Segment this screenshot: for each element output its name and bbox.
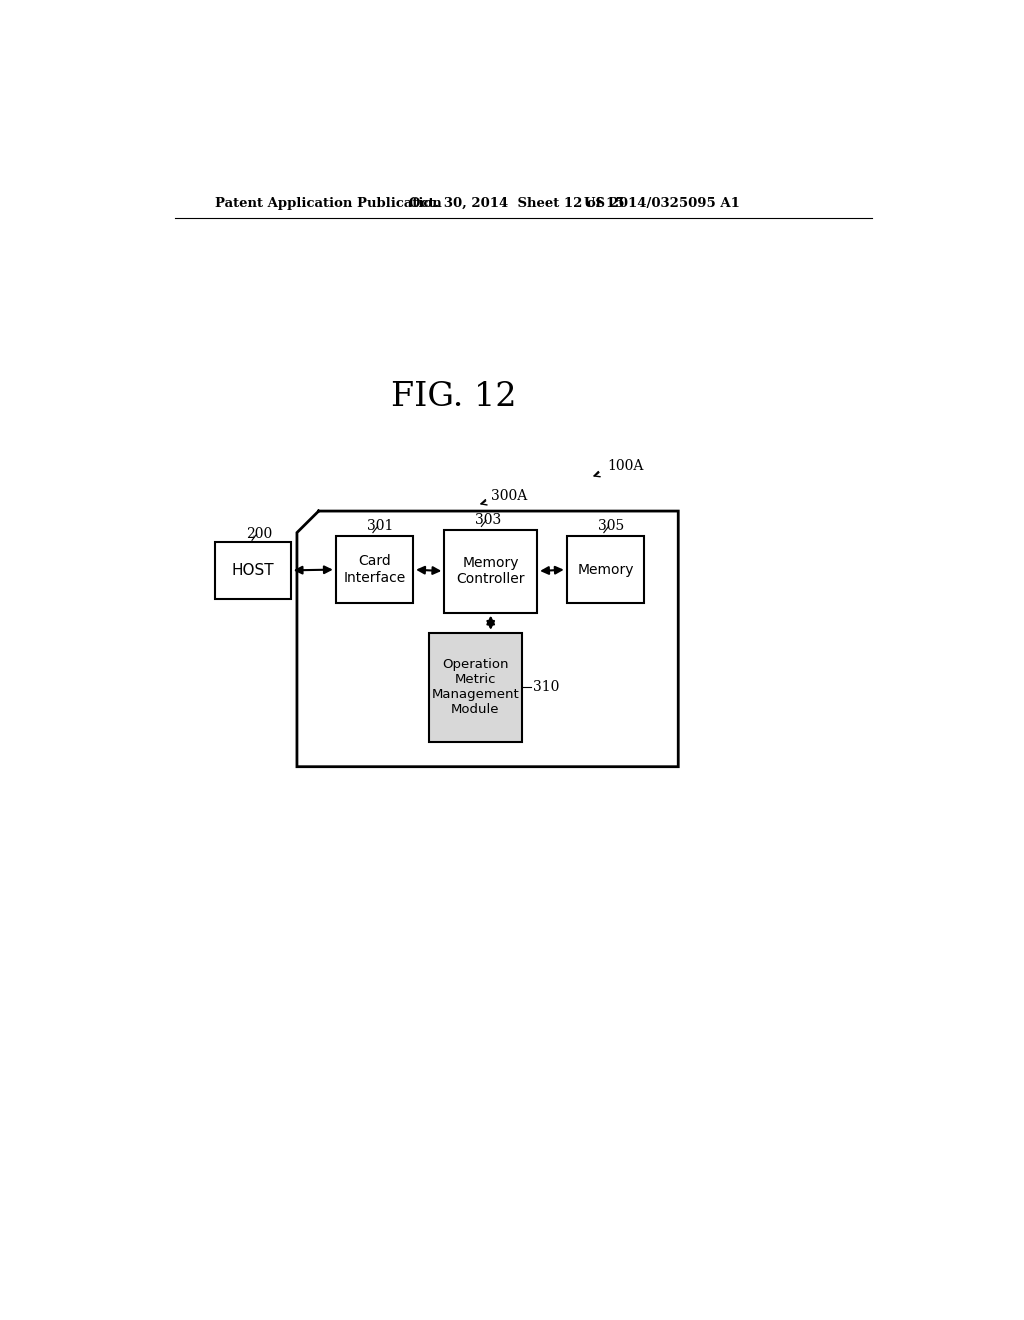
Text: 301: 301 xyxy=(367,520,393,533)
Text: HOST: HOST xyxy=(231,562,274,578)
Text: 303: 303 xyxy=(475,513,502,527)
Bar xyxy=(336,536,414,603)
Text: 300A: 300A xyxy=(490,488,527,503)
Text: 100A: 100A xyxy=(607,459,643,474)
Text: Operation
Metric
Management
Module: Operation Metric Management Module xyxy=(431,659,519,717)
Text: Memory
Controller: Memory Controller xyxy=(457,556,525,586)
Bar xyxy=(429,632,521,742)
Bar xyxy=(444,529,538,612)
Text: 310: 310 xyxy=(532,680,559,693)
Text: Patent Application Publication: Patent Application Publication xyxy=(215,197,441,210)
Text: 305: 305 xyxy=(598,520,624,533)
Bar xyxy=(215,543,291,599)
Text: Card
Interface: Card Interface xyxy=(343,554,406,585)
Text: FIG. 12: FIG. 12 xyxy=(391,381,516,413)
Text: Memory: Memory xyxy=(578,562,634,577)
Bar xyxy=(566,536,644,603)
Text: US 2014/0325095 A1: US 2014/0325095 A1 xyxy=(584,197,739,210)
Text: Oct. 30, 2014  Sheet 12 of 15: Oct. 30, 2014 Sheet 12 of 15 xyxy=(409,197,624,210)
Text: 200: 200 xyxy=(246,527,272,541)
